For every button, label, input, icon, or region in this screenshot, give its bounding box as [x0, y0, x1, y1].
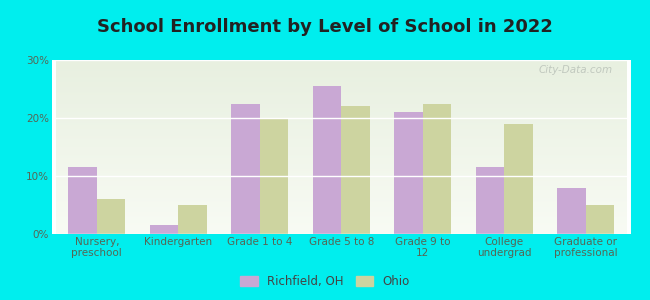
Text: School Enrollment by Level of School in 2022: School Enrollment by Level of School in …: [97, 18, 553, 36]
Bar: [557, 188, 586, 234]
Bar: [231, 103, 260, 234]
Bar: [313, 86, 341, 234]
Bar: [341, 106, 370, 234]
Bar: [476, 167, 504, 234]
Bar: [586, 205, 614, 234]
Bar: [504, 124, 533, 234]
Bar: [260, 118, 289, 234]
Bar: [150, 225, 178, 234]
Bar: [394, 112, 422, 234]
Bar: [97, 199, 125, 234]
Bar: [68, 167, 97, 234]
Bar: [178, 205, 207, 234]
Bar: [422, 103, 451, 234]
Text: City-Data.com: City-Data.com: [539, 65, 613, 75]
Legend: Richfield, OH, Ohio: Richfield, OH, Ohio: [240, 275, 410, 288]
